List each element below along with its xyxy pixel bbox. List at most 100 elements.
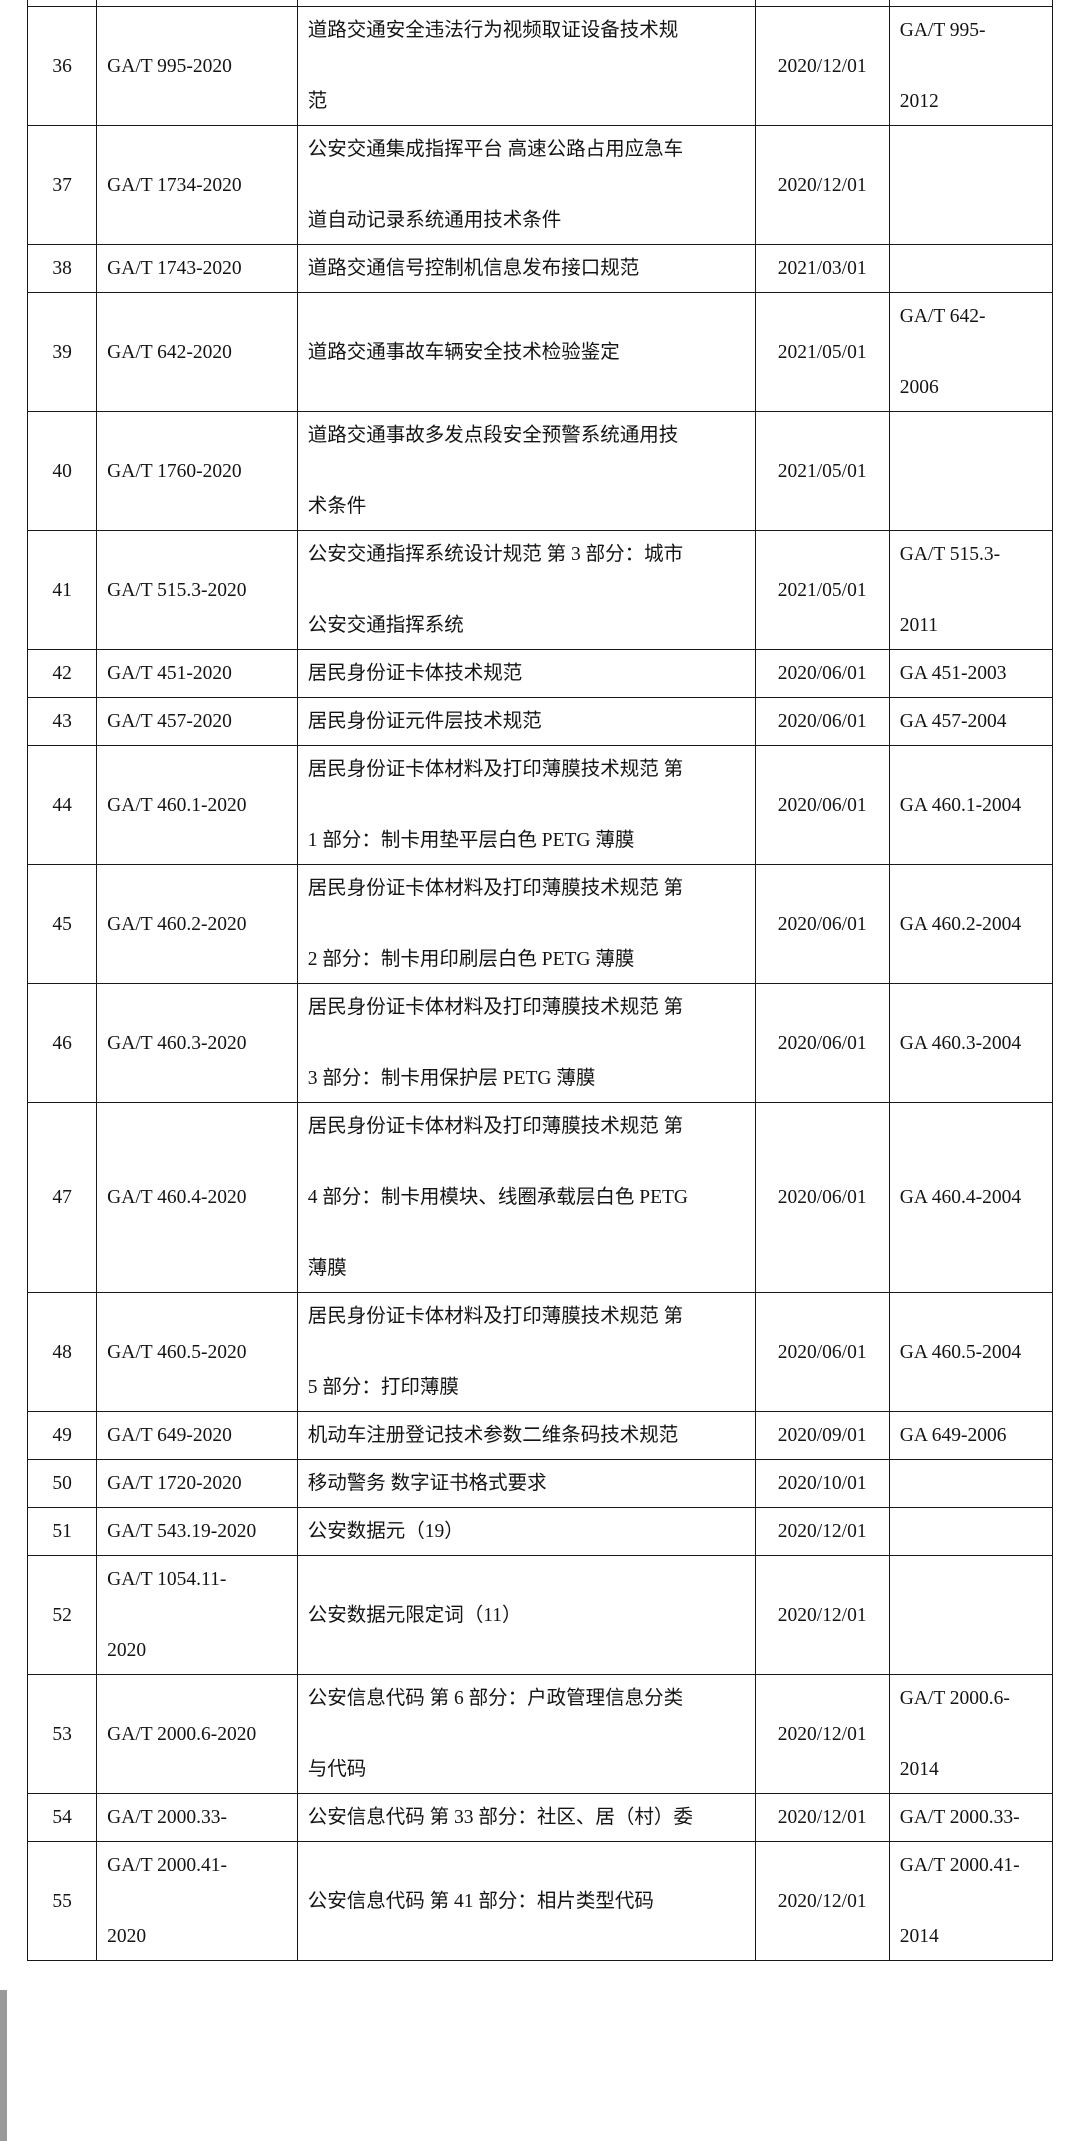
row-number-cell: 36: [26, 6, 98, 126]
standard-code-cell: GA/T 543.19-2020: [96, 1507, 298, 1556]
standard-name-cell: 道路交通事故多发点段安全预警系统通用技 术条件: [296, 411, 756, 531]
standard-code-cell: GA/T 2000.33-: [96, 1793, 298, 1842]
standard-name-cell: 道路交通事故车辆安全技术检验鉴定: [296, 292, 756, 412]
table-row: 37 GA/T 1734-2020 公安交通集成指挥平台 高速公路占用应急车 道自动记…: [26, 125, 1054, 245]
table-row: 40 GA/T 1760-2020 道路交通事故多发点段安全预警系统通用技 术条件 20…: [26, 411, 1054, 531]
standard-name-cell: 公安信息代码 第 33 部分：社区、居（村）委: [296, 1793, 756, 1842]
table-row: 54 GA/T 2000.33- 公安信息代码 第 33 部分：社区、居（村）委 20…: [26, 1793, 1054, 1842]
effective-date-cell: 2020/12/01: [754, 1841, 890, 1961]
standard-code-cell: GA/T 1734-2020: [96, 125, 298, 245]
table-row: 49 GA/T 649-2020 机动车注册登记技术参数二维条码技术规范 2020/0…: [26, 1411, 1054, 1460]
superseded-standard-cell: GA 460.5-2004: [888, 1292, 1054, 1412]
standard-code-cell: GA/T 2000.41- 2020: [96, 1841, 298, 1961]
effective-date-cell: 2020/12/01: [754, 125, 890, 245]
effective-date-cell: 2020/12/01: [754, 1793, 890, 1842]
effective-date-cell: 2020/12/01: [754, 1555, 890, 1675]
standard-code-cell: GA/T 1054.11- 2020: [96, 1555, 298, 1675]
standard-name-cell: 居民身份证元件层技术规范: [296, 697, 756, 746]
standard-code-cell: GA/T 515.3-2020: [96, 530, 298, 650]
superseded-standard-cell: GA/T 2000.41- 2014: [888, 1841, 1054, 1961]
row-number-cell: 53: [26, 1674, 98, 1794]
effective-date-cell: 2020/09/01: [754, 1411, 890, 1460]
superseded-standard-cell: [888, 125, 1054, 245]
effective-date-cell: 2020/10/01: [754, 1459, 890, 1508]
effective-date-cell: 2020/12/01: [754, 1674, 890, 1794]
table-row: 38 GA/T 1743-2020 道路交通信号控制机信息发布接口规范 2021/03…: [26, 244, 1054, 293]
row-number-cell: 55: [26, 1841, 98, 1961]
standard-name-cell: 移动警务 数字证书格式要求: [296, 1459, 756, 1508]
effective-date-cell: 2021/05/01: [754, 292, 890, 412]
effective-date-cell: 2021/05/01: [754, 530, 890, 650]
standard-name-cell: 公安数据元（19）: [296, 1507, 756, 1556]
standard-name-cell: 道路交通安全违法行为视频取证设备技术规范: [296, 6, 756, 126]
row-number-cell: 43: [26, 697, 98, 746]
standards-table-body: 条件36GA/T 995-2020道路交通安全违法行为视频取证设备技术规范202…: [26, 0, 1054, 1961]
effective-date-cell: 2020/06/01: [754, 864, 890, 984]
row-number-cell: 37: [26, 125, 98, 245]
row-number-cell: 38: [26, 244, 98, 293]
table-row: 43 GA/T 457-2020 居民身份证元件层技术规范 2020/06/01 GA …: [26, 697, 1054, 746]
superseded-standard-cell: [888, 1459, 1054, 1508]
table-row: 39 GA/T 642-2020 道路交通事故车辆安全技术检验鉴定 2021/05/0…: [26, 292, 1054, 412]
effective-date-cell: 2021/05/01: [754, 411, 890, 531]
standard-code-cell: GA/T 460.2-2020: [96, 864, 298, 984]
standard-name-cell: 公安信息代码 第 6 部分：户政管理信息分类 与代码: [296, 1674, 756, 1794]
standard-code-cell: GA/T 460.4-2020: [96, 1102, 298, 1293]
row-number-cell: 47: [26, 1102, 98, 1293]
row-number-cell: 41: [26, 530, 98, 650]
standard-name-cell: 公安信息代码 第 41 部分：相片类型代码: [296, 1841, 756, 1961]
standard-code-cell: GA/T 457-2020: [96, 697, 298, 746]
effective-date-cell: 2020/12/01: [754, 1507, 890, 1556]
effective-date-cell: 2020/06/01: [754, 649, 890, 698]
superseded-standard-cell: [888, 411, 1054, 531]
standard-code-cell: GA/T 1760-2020: [96, 411, 298, 531]
standard-name-cell: 机动车注册登记技术参数二维条码技术规范: [296, 1411, 756, 1460]
superseded-standard-cell: GA/T 995- 2012: [888, 6, 1054, 126]
effective-date-cell: 2020/06/01: [754, 983, 890, 1103]
row-number-cell: 44: [26, 745, 98, 865]
standard-name-cell: 公安交通指挥系统设计规范 第 3 部分：城市 公安交通指挥系统: [296, 530, 756, 650]
standard-code-cell: GA/T 995-2020: [96, 6, 298, 126]
effective-date-cell: 2020/06/01: [754, 697, 890, 746]
effective-date-cell: 2020/12/01: [754, 6, 890, 126]
standard-code-cell: GA/T 451-2020: [96, 649, 298, 698]
effective-date-cell: 2020/06/01: [754, 1102, 890, 1293]
row-number-cell: 40: [26, 411, 98, 531]
effective-date-cell: 2020/06/01: [754, 1292, 890, 1412]
standard-code-cell: GA/T 1720-2020: [96, 1459, 298, 1508]
superseded-standard-cell: GA/T 2000.33-: [888, 1793, 1054, 1842]
table-row: 53 GA/T 2000.6-2020 公安信息代码 第 6 部分：户政管理信息分类…: [26, 1674, 1054, 1794]
row-number-cell: 49: [26, 1411, 98, 1460]
table-row: 51 GA/T 543.19-2020 公安数据元（19） 2020/12/01: [26, 1507, 1054, 1556]
superseded-standard-cell: GA 649-2006: [888, 1411, 1054, 1460]
standard-code-cell: GA/T 649-2020: [96, 1411, 298, 1460]
row-number-cell: 51: [26, 1507, 98, 1556]
standard-name-cell: 道路交通信号控制机信息发布接口规范: [296, 244, 756, 293]
effective-date-cell: 2020/06/01: [754, 745, 890, 865]
row-number-cell: 42: [26, 649, 98, 698]
superseded-standard-cell: GA/T 515.3- 2011: [888, 530, 1054, 650]
page-edge-artifact: [0, 1990, 7, 2141]
table-row: 41 GA/T 515.3-2020 公安交通指挥系统设计规范 第 3 部分：城市公…: [26, 530, 1054, 650]
row-number-cell: 45: [26, 864, 98, 984]
row-number-cell: 50: [26, 1459, 98, 1508]
row-number-cell: 52: [26, 1555, 98, 1675]
row-number-cell: 46: [26, 983, 98, 1103]
superseded-standard-cell: GA 460.1-2004: [888, 745, 1054, 865]
standard-code-cell: GA/T 2000.6-2020: [96, 1674, 298, 1794]
standards-table: 条件36GA/T 995-2020道路交通安全违法行为视频取证设备技术规范202…: [26, 0, 1054, 1961]
superseded-standard-cell: [888, 1555, 1054, 1675]
standard-name-cell: 公安数据元限定词（11）: [296, 1555, 756, 1675]
row-number-cell: 39: [26, 292, 98, 412]
superseded-standard-cell: GA 460.4-2004: [888, 1102, 1054, 1293]
